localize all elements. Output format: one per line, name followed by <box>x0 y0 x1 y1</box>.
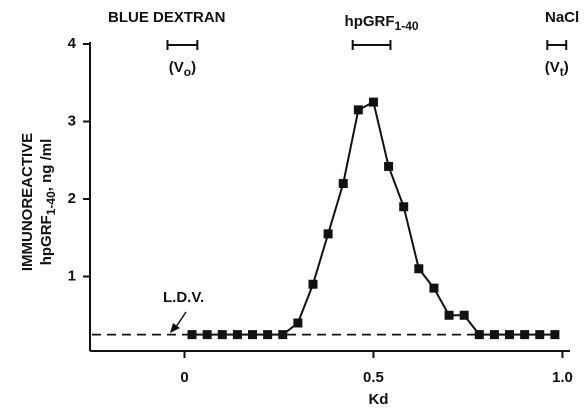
marker-bracket <box>546 40 568 50</box>
data-point <box>520 330 530 340</box>
y-tick-label: 1 <box>68 267 76 284</box>
x-tick-label: 0 <box>180 369 188 386</box>
y-axis-label: IMMUNOREACTIVE <box>19 133 36 271</box>
data-point <box>263 330 273 340</box>
data-point <box>232 330 242 340</box>
data-point <box>474 330 484 340</box>
data-point <box>444 310 454 320</box>
data-point <box>459 310 469 320</box>
data-point <box>429 283 439 293</box>
data-point <box>399 202 409 212</box>
y-tick-label: 4 <box>68 35 77 52</box>
marker-sublabel: (Vt) <box>545 59 569 79</box>
marker-sublabel-suffix: ) <box>564 59 569 76</box>
data-point <box>353 105 363 115</box>
data-point <box>384 161 394 171</box>
marker-bracket <box>351 40 392 50</box>
y-tick-label: 3 <box>68 112 76 129</box>
data-point <box>293 318 303 328</box>
data-point <box>535 330 545 340</box>
y-axis-label-suffix: , ng /ml <box>38 139 55 192</box>
data-point <box>505 330 515 340</box>
series-line <box>192 100 555 336</box>
marker-sublabel-main: (V <box>169 59 184 76</box>
marker-sublabel: (Vo) <box>169 59 196 79</box>
ldv-label: L.D.V. <box>163 289 204 306</box>
x-tick-label: 0.5 <box>363 369 384 386</box>
ldv-arrowhead <box>170 323 180 333</box>
x-axis-label: Kd <box>368 391 388 408</box>
marker-sublabel-sub: o <box>184 65 191 79</box>
x-tick-label: 1.0 <box>552 369 573 386</box>
data-point <box>187 330 197 340</box>
marker-sublabel-main: (V <box>545 59 560 76</box>
y-tick-label: 2 <box>68 190 76 207</box>
elution-marker <box>351 40 392 50</box>
data-point <box>414 264 424 274</box>
data-point <box>323 229 333 239</box>
marker-label-main: hpGRF <box>345 13 395 30</box>
data-point <box>308 279 318 289</box>
marker-label-main: BLUE DEXTRAN <box>108 9 226 26</box>
marker-label: BLUE DEXTRAN <box>108 9 226 26</box>
data-point <box>489 330 499 340</box>
y-axis-label-sub: 1-40 <box>44 191 58 215</box>
marker-bracket <box>166 40 199 50</box>
data-point <box>248 330 258 340</box>
data-point <box>202 330 212 340</box>
y-axis-label: hpGRF1-40, ng /ml <box>38 139 58 266</box>
marker-label: hpGRF1-40 <box>345 13 419 33</box>
data-point <box>278 330 288 340</box>
elution-marker <box>546 40 568 50</box>
marker-label: NaCl <box>545 9 579 26</box>
data-point <box>368 97 378 107</box>
ldv-arrow <box>175 311 187 328</box>
data-point <box>550 330 560 340</box>
marker-label-sub: 1-40 <box>395 19 419 33</box>
data-point <box>338 179 348 188</box>
y-axis-label-main: hpGRF <box>38 215 55 265</box>
elution-marker <box>166 40 199 50</box>
data-point <box>217 330 227 340</box>
marker-sublabel-suffix: ) <box>191 59 196 76</box>
marker-label-main: NaCl <box>545 9 579 26</box>
marker-sublabel-sub: t <box>560 65 564 79</box>
